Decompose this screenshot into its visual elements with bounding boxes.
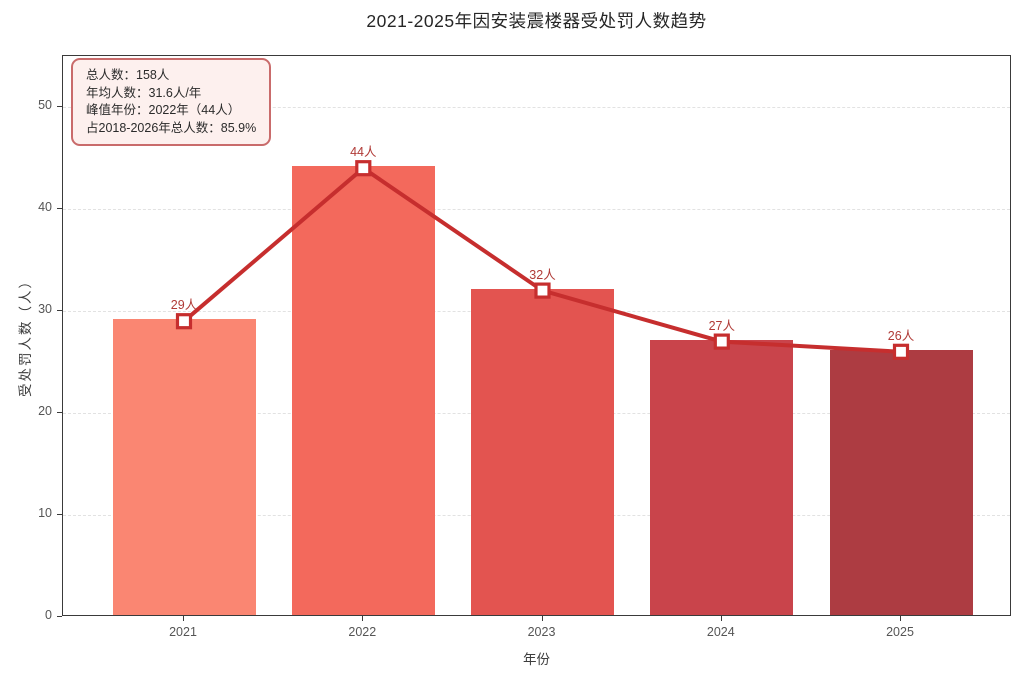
x-tick-label-2025: 2025	[886, 625, 914, 639]
x-tick-mark-2024	[720, 616, 722, 621]
annotation-line-1: 总人数：158人	[86, 68, 170, 82]
x-tick-label-2021: 2021	[169, 625, 197, 639]
y-tick-mark-40	[57, 208, 62, 209]
y-tick-mark-30	[57, 310, 62, 311]
marker-2022	[355, 160, 372, 177]
value-label-2021: 29人	[170, 298, 198, 313]
annotation-line-2: 年均人数：31.6人/年	[86, 85, 202, 100]
marker-2024	[713, 333, 730, 350]
y-tick-label-0: 0	[45, 608, 52, 622]
x-tick-mark-2021	[183, 616, 184, 621]
bar-2023	[471, 288, 614, 615]
x-tick-label-2023: 2023	[527, 625, 556, 639]
plot-area: 总人数：158人年均人数：31.6人/年峰值年份：2022年（44人） 占2018…	[62, 55, 1011, 616]
y-tick-label-30: 30	[38, 302, 52, 316]
y-tick-mark-10	[57, 514, 62, 515]
gridline-y40	[63, 209, 1010, 210]
value-label-2025: 26人	[887, 328, 915, 343]
x-tick-label-2022: 2022	[348, 625, 377, 639]
y-tick-mark-50	[57, 106, 62, 107]
value-label-2023: 32人	[529, 267, 556, 282]
marker-2023	[534, 282, 551, 299]
y-tick-label-40: 40	[38, 200, 52, 214]
stats-annotation-box: 总人数：158人年均人数：31.6人/年峰值年份：2022年（44人） 占2018…	[71, 58, 272, 146]
gridline-y50	[63, 107, 1010, 108]
bar-2022	[291, 166, 435, 615]
marker-2025	[892, 343, 910, 360]
y-tick-label-10: 10	[38, 506, 52, 520]
x-axis-title: 年份	[523, 652, 550, 667]
trend-line-layer	[175, 160, 910, 360]
y-tick-label-20: 20	[38, 404, 52, 418]
bar-2025	[829, 349, 973, 615]
x-tick-mark-2022	[362, 616, 364, 621]
x-tick-mark-2023	[541, 616, 543, 621]
y-tick-mark-20	[57, 412, 62, 413]
annotation-line-4: 占2018-2026年总人数：85.9%	[86, 120, 257, 135]
y-tick-label-50: 50	[38, 98, 52, 112]
x-tick-label-2024: 2024	[706, 625, 735, 639]
x-tick-mark-2025	[900, 616, 901, 621]
annotation-line-3: 峰值年份：2022年（44人）	[86, 103, 241, 117]
marker-2021	[175, 313, 193, 330]
value-label-2022: 44人	[350, 145, 377, 160]
trend-line	[182, 165, 902, 354]
y-axis-title: 受处罚人数（人）	[18, 273, 33, 397]
y-tick-mark-0	[57, 616, 62, 617]
value-label-2024: 27人	[708, 318, 735, 333]
bar-2021	[112, 319, 256, 615]
chart-title: 2021-2025年因安装震楼器受处罚人数趋势	[366, 11, 707, 31]
bar-2024	[650, 339, 794, 615]
